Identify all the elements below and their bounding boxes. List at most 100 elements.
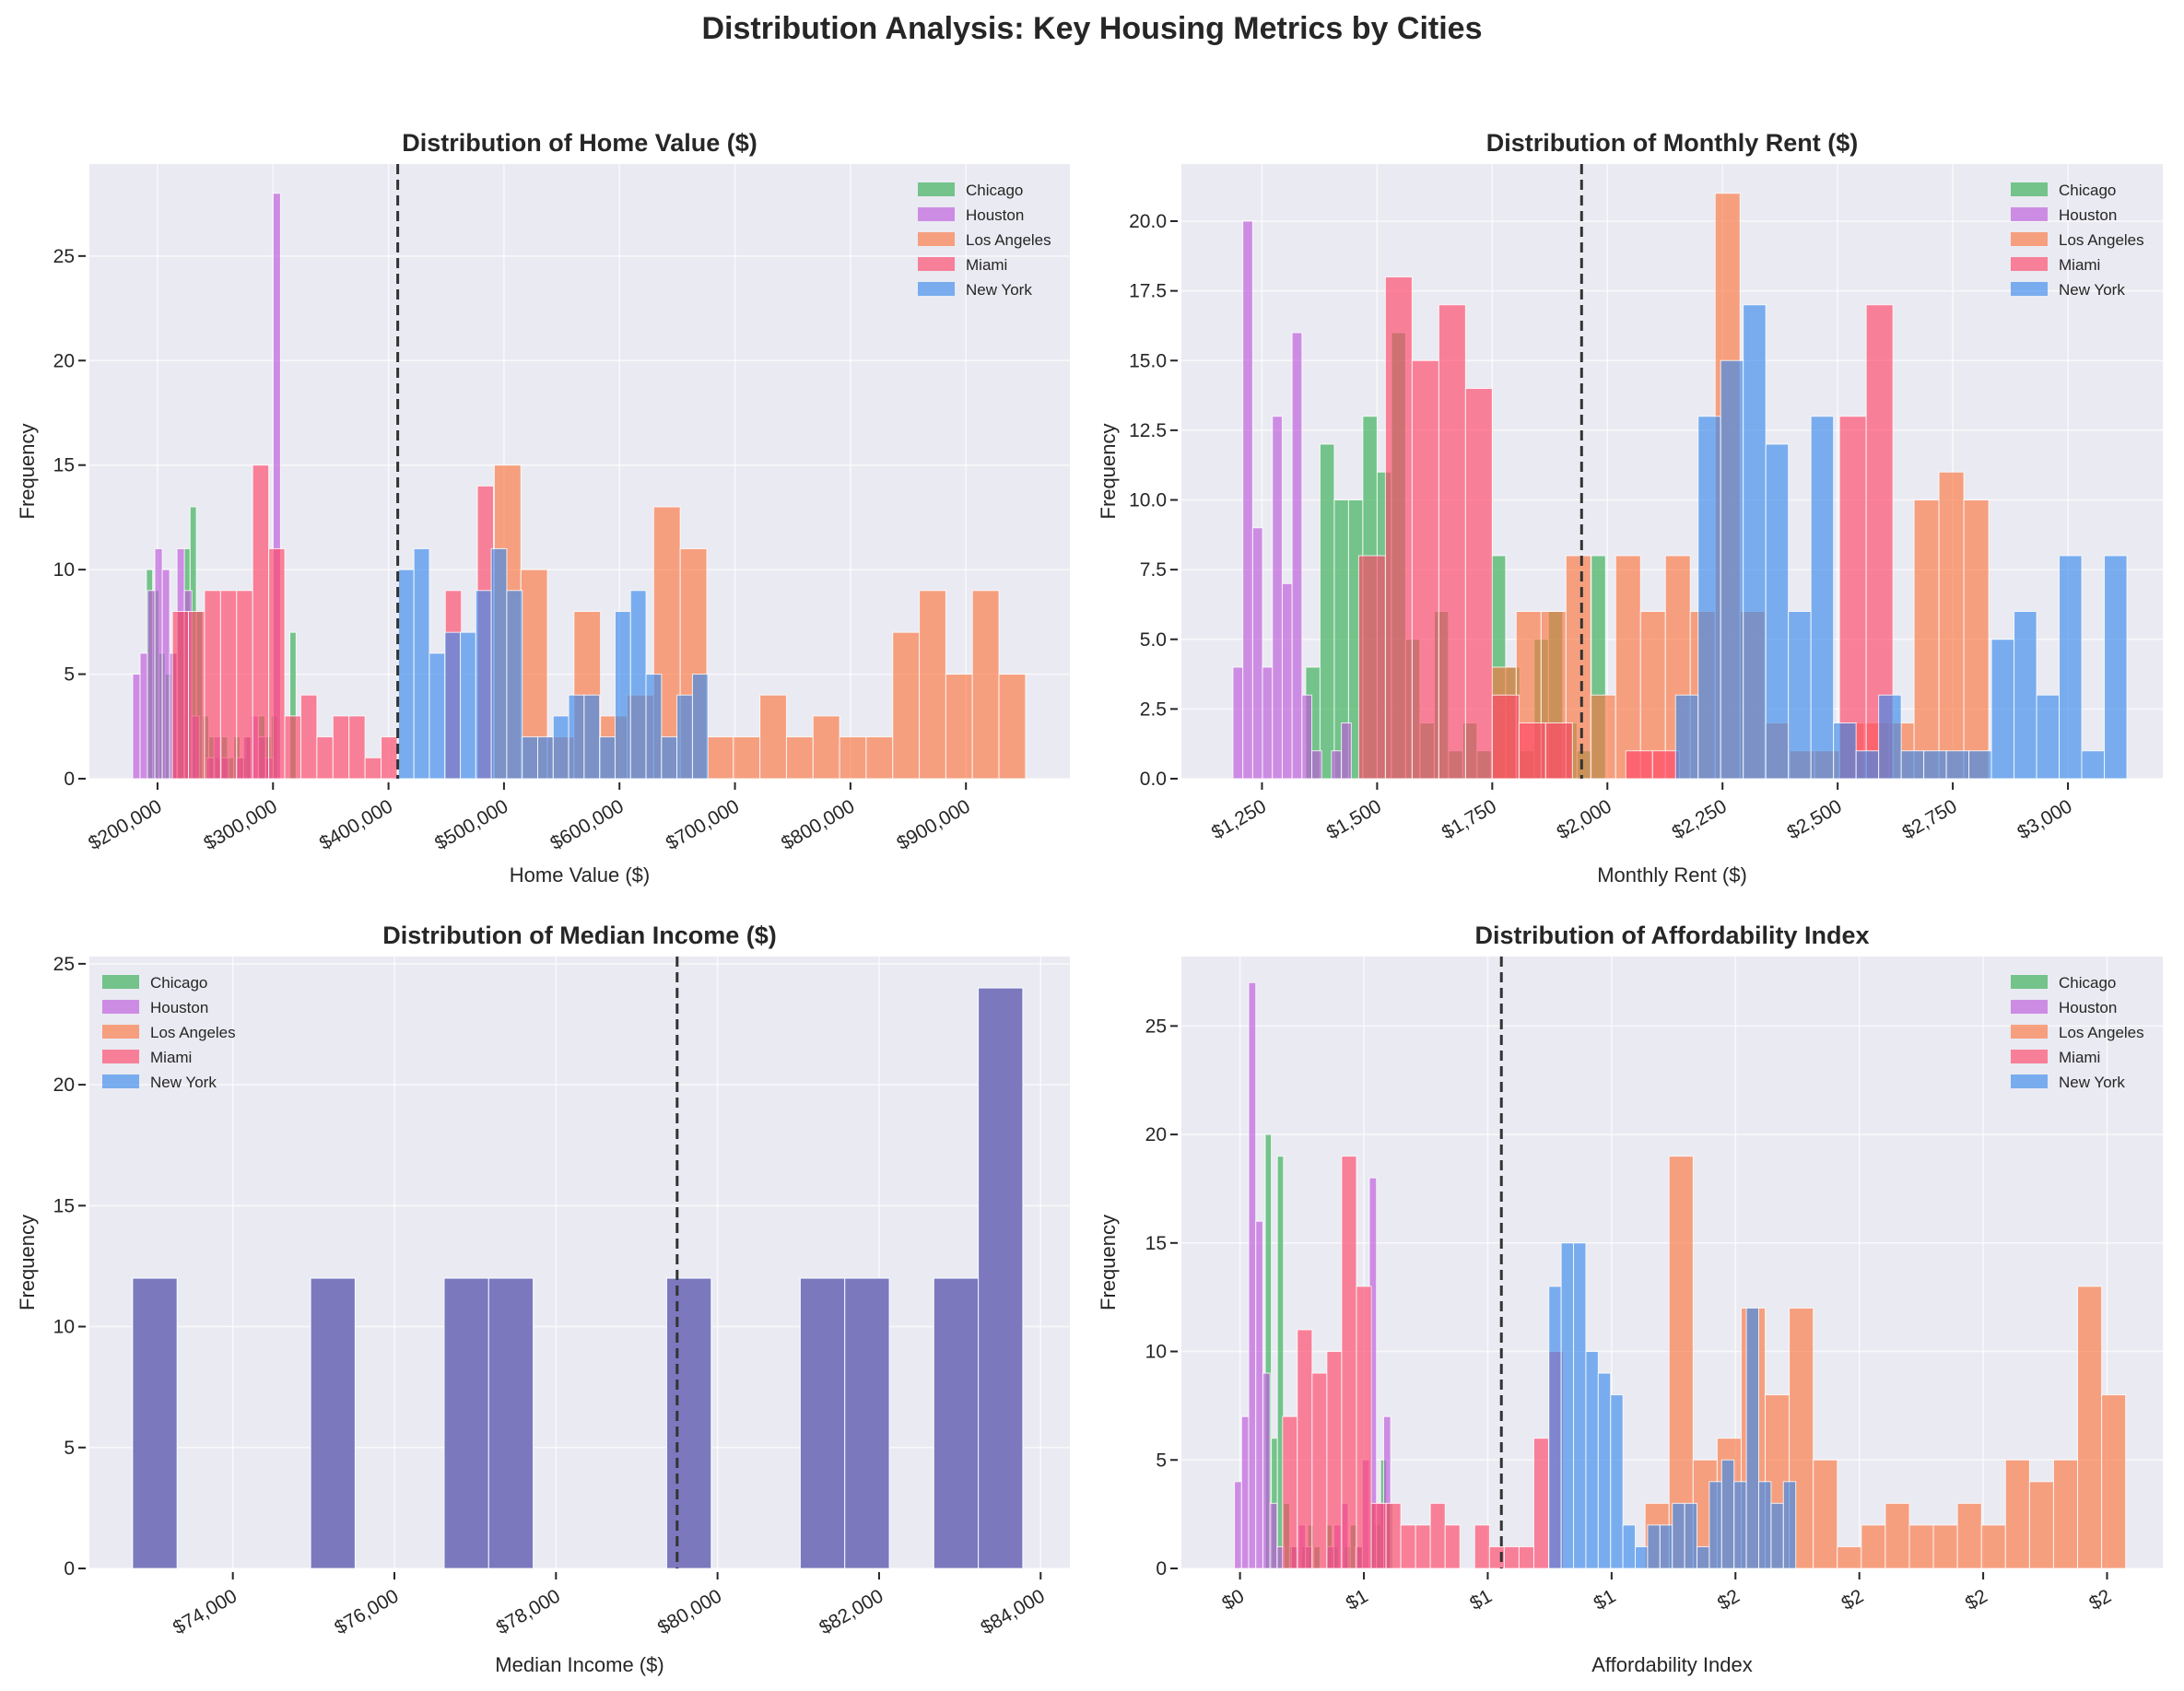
histogram-bar xyxy=(1357,555,1386,780)
histogram-bar xyxy=(139,652,148,780)
legend-swatch xyxy=(2011,1074,2048,1088)
y-tick-label: 15 xyxy=(53,1195,75,1216)
subplot-title: Distribution of Affordability Index xyxy=(1475,922,1870,949)
histogram-bar xyxy=(1622,1524,1637,1569)
y-tick-label: 2.5 xyxy=(1140,699,1167,720)
legend-label: Chicago xyxy=(2059,974,2116,992)
histogram-bar xyxy=(1913,499,1940,780)
histogram-bar xyxy=(1855,750,1880,780)
histogram-bar xyxy=(1311,1372,1328,1569)
histogram-bar xyxy=(645,674,663,780)
y-axis-label: Frequency xyxy=(1097,424,1120,520)
histogram-bar xyxy=(1415,1524,1431,1569)
histogram-bar xyxy=(332,715,350,780)
legend-label: Miami xyxy=(966,256,1007,274)
x-tick-label: $76,000 xyxy=(331,1585,402,1638)
legend-label: Miami xyxy=(2059,256,2100,274)
histogram-bar xyxy=(733,736,761,780)
y-tick-label: 0 xyxy=(1156,1558,1167,1579)
histogram-bar xyxy=(475,590,492,780)
y-tick-label: 25 xyxy=(53,246,75,267)
y-tick-label: 17.5 xyxy=(1129,281,1167,302)
histogram-bar xyxy=(1384,276,1413,780)
histogram-bar xyxy=(236,590,253,780)
histogram-bar xyxy=(759,694,787,780)
histogram-bar xyxy=(171,611,190,780)
histogram-bar xyxy=(1590,694,1616,780)
subplot-title: Distribution of Median Income ($) xyxy=(382,922,777,949)
y-tick-label: 0.0 xyxy=(1140,769,1167,790)
y-tick-label: 20 xyxy=(1145,1124,1167,1145)
histogram-bar xyxy=(1788,611,1812,780)
legend-swatch xyxy=(918,257,955,271)
x-axis-label: Monthly Rent ($) xyxy=(1597,863,1747,887)
legend-label: Miami xyxy=(150,1049,192,1066)
series-new-york xyxy=(1548,1242,1797,1569)
histogram-bar xyxy=(1838,416,1867,780)
x-tick-label: $2,750 xyxy=(1898,795,1960,843)
histogram-bar xyxy=(2028,1481,2054,1569)
legend-swatch xyxy=(2011,282,2048,296)
x-tick-label: $78,000 xyxy=(493,1585,564,1638)
histogram-bar xyxy=(1585,1351,1599,1569)
histogram-bar xyxy=(2101,1394,2127,1569)
y-axis-label: Frequency xyxy=(1097,1215,1120,1310)
x-tick-label: $2,500 xyxy=(1784,795,1846,843)
legend: Chicago Houston Los Angeles Miami New York xyxy=(2011,182,2144,299)
histogram-bar xyxy=(1370,1502,1387,1569)
histogram-bar xyxy=(1532,1438,1549,1569)
histogram-bar xyxy=(1248,981,1257,1569)
plot-area xyxy=(89,957,1070,1568)
histogram-bar xyxy=(1782,1481,1797,1569)
histogram-bar xyxy=(1625,750,1653,780)
legend-label: Houston xyxy=(2059,206,2117,224)
histogram-bar xyxy=(1861,1524,1886,1569)
legend-swatch xyxy=(2011,257,2048,271)
legend-swatch xyxy=(918,182,955,196)
histogram-bar xyxy=(147,590,156,780)
x-tick-label: $3,000 xyxy=(2014,795,2075,843)
histogram-bar xyxy=(397,569,415,780)
histogram-bar xyxy=(1518,1545,1534,1569)
histogram-bar xyxy=(1651,750,1680,780)
histogram-bar xyxy=(1908,1524,1934,1569)
histogram-bar xyxy=(844,1277,890,1569)
histogram-bar xyxy=(1232,666,1244,780)
y-tick-label: 20.0 xyxy=(1129,211,1167,232)
y-tick-label: 5 xyxy=(1156,1450,1167,1471)
histogram-bar xyxy=(1438,304,1466,780)
histogram-bar xyxy=(1745,1307,1759,1569)
histogram-bar xyxy=(1615,555,1641,780)
histogram-bar xyxy=(1341,1156,1357,1569)
y-tick-label: 5 xyxy=(64,1438,75,1459)
histogram-bar xyxy=(1743,304,1767,780)
legend-swatch xyxy=(918,282,955,296)
histogram-bar xyxy=(1956,1502,1982,1569)
figure-title: Distribution Analysis: Key Housing Metri… xyxy=(701,11,1482,46)
histogram-bar xyxy=(1770,1502,1784,1569)
histogram-bar xyxy=(1720,1459,1735,1569)
series-houston xyxy=(1232,220,1352,780)
histogram-bar xyxy=(460,631,476,780)
histogram-bar xyxy=(1833,722,1857,780)
x-tick-label: $84,000 xyxy=(978,1585,1049,1638)
legend-label: Chicago xyxy=(966,182,1023,199)
y-tick-label: 10.0 xyxy=(1129,490,1167,511)
legend-label: Los Angeles xyxy=(2059,1024,2144,1041)
legend-label: New York xyxy=(966,281,1032,299)
y-tick-label: 20 xyxy=(53,350,75,371)
x-tick-label: $82,000 xyxy=(816,1585,887,1638)
legend-swatch xyxy=(102,1050,139,1063)
histogram-bar xyxy=(1938,471,1965,780)
histogram-bar xyxy=(1429,1502,1446,1569)
subplot-4: $0 $1 $1 $1 $2 $2 $2 $2 0 5 10 15 20 25 Distribution o… xyxy=(1097,922,2163,1676)
histogram-bar xyxy=(614,611,631,780)
y-tick-label: 10 xyxy=(1145,1342,1167,1363)
legend-swatch xyxy=(102,1000,139,1014)
histogram-bar xyxy=(284,715,301,780)
histogram-bar xyxy=(552,715,569,780)
histogram-bar xyxy=(691,674,709,780)
x-tick-label: $1 xyxy=(1343,1585,1372,1615)
histogram-bar xyxy=(1757,1481,1772,1569)
